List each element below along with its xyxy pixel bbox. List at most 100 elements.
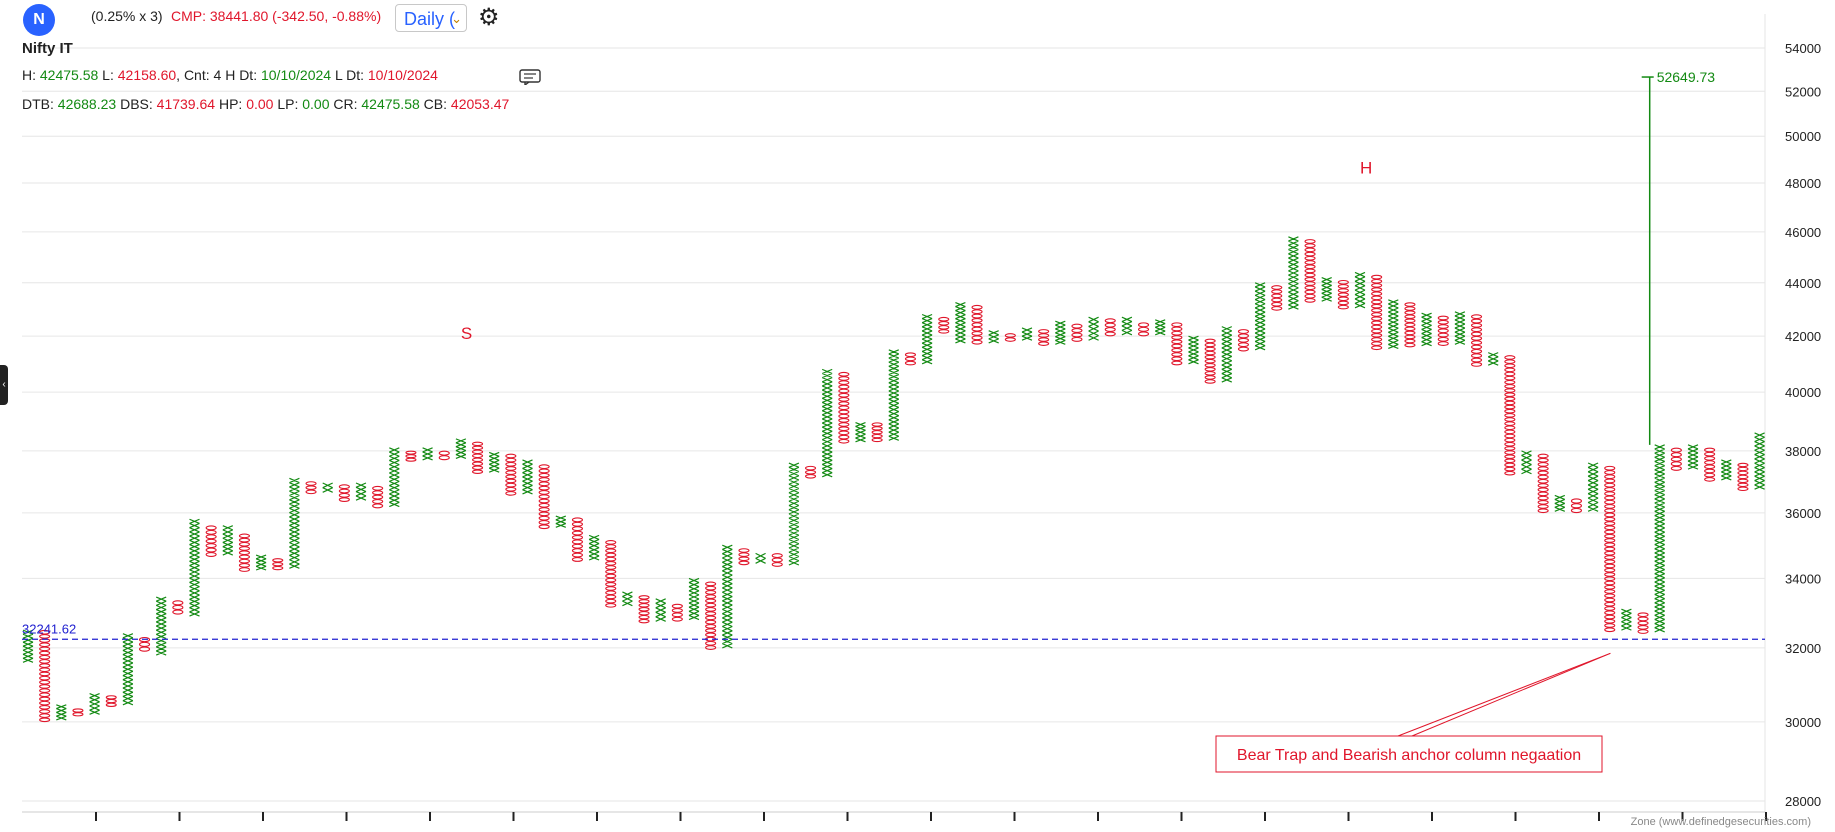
y-tick-label: 38000: [1785, 444, 1821, 459]
x-column: [555, 515, 567, 528]
x-column: [389, 447, 400, 508]
o-column: [904, 352, 917, 366]
x-column: [1288, 236, 1299, 310]
x-column: [788, 462, 800, 566]
x-column: [1687, 444, 1699, 470]
x-column: [1454, 311, 1466, 345]
o-column: [438, 450, 450, 461]
x-column: [222, 525, 234, 556]
o-column: [1038, 329, 1050, 346]
o-column: [1737, 462, 1749, 492]
x-column: [921, 313, 933, 365]
timeframe-value: Daily (: [404, 9, 456, 29]
x-column: [189, 518, 200, 617]
o-column: [338, 484, 350, 502]
o-column: [1404, 302, 1416, 348]
stat-segment: 42158.60: [117, 67, 177, 83]
x-column: [155, 596, 167, 656]
x-column: [488, 451, 500, 473]
gear-icon[interactable]: ⚙: [478, 4, 500, 31]
x-column: [855, 422, 866, 443]
y-tick-label: 42000: [1785, 329, 1821, 344]
o-column: [1138, 322, 1150, 337]
x-column: [1621, 608, 1632, 631]
y-tick-label: 46000: [1785, 225, 1821, 240]
y-tick-label: 40000: [1785, 385, 1821, 400]
x-column: [1654, 444, 1665, 633]
chevron-down-icon: ⌄: [451, 11, 462, 26]
annotation-pointer: [1397, 652, 1611, 737]
chevron-left-icon[interactable]: ‹: [0, 365, 8, 405]
stat-segment: , Cnt: 4 H Dt:: [176, 67, 261, 83]
stat-segment: LP:: [273, 96, 303, 112]
x-column: [289, 477, 300, 569]
x-column: [1554, 494, 1566, 512]
timeframe-select[interactable]: Daily (⌄: [395, 4, 467, 32]
o-column: [738, 548, 750, 566]
x-column: [622, 591, 633, 607]
x-column: [588, 534, 600, 561]
o-column: [472, 441, 484, 474]
o-column: [39, 629, 51, 723]
x-column: [688, 577, 700, 621]
stat-segment: 10/10/2024: [260, 67, 332, 83]
o-column: [105, 695, 117, 707]
stat-segment: DBS:: [116, 96, 157, 112]
x-column: [1521, 450, 1532, 475]
stat-segment: L Dt:: [331, 67, 368, 83]
x-column: [522, 459, 533, 495]
y-tick-label: 54000: [1785, 41, 1821, 56]
x-column: [56, 704, 67, 721]
o-column: [805, 465, 817, 479]
x-column: [655, 598, 666, 622]
annotation-box: [1215, 735, 1603, 773]
y-tick-label: 32000: [1785, 641, 1821, 656]
o-column: [1337, 279, 1349, 310]
x-column: [1721, 459, 1732, 481]
target-label: 52649.73: [1657, 69, 1716, 85]
y-tick-label: 52000: [1785, 84, 1821, 99]
x-column: [455, 438, 467, 460]
x-column: [1188, 335, 1199, 365]
stats-line-2: DTB: 42688.23 DBS: 41739.64 HP: 0.00 LP:…: [22, 96, 509, 112]
stat-segment: CR:: [329, 96, 362, 112]
y-tick-label: 36000: [1785, 506, 1821, 521]
x-column: [1587, 462, 1599, 512]
o-column: [505, 453, 517, 496]
o-column: [172, 600, 184, 615]
o-column: [238, 533, 251, 572]
x-column: [122, 633, 134, 706]
x-column: [888, 349, 900, 441]
stat-segment: H:: [22, 67, 40, 83]
o-column: [1637, 612, 1649, 634]
o-column: [605, 540, 617, 608]
x-column: [1088, 316, 1099, 341]
o-column: [1204, 338, 1216, 384]
logo-letter: N: [33, 11, 45, 28]
o-column: [771, 553, 783, 567]
o-column: [1437, 315, 1449, 346]
x-column: [722, 544, 733, 649]
o-column: [938, 316, 950, 334]
symbol-logo[interactable]: N: [23, 4, 55, 36]
stat-segment: DTB:: [22, 96, 58, 112]
x-column: [755, 552, 766, 564]
o-column: [1704, 447, 1716, 482]
x-column: [1021, 327, 1033, 341]
o-column: [405, 450, 417, 462]
o-column: [1104, 318, 1116, 337]
o-column: [1570, 498, 1583, 514]
x-column: [322, 482, 333, 493]
comment-icon[interactable]: [519, 69, 541, 85]
o-column: [305, 481, 317, 495]
x-column: [89, 693, 100, 715]
o-column: [1537, 453, 1549, 514]
stat-segment: HP:: [215, 96, 247, 112]
stat-segment: 42475.58: [361, 96, 420, 112]
o-column: [538, 464, 550, 530]
stats-line-1: H: 42475.58 L: 42158.60, Cnt: 4 H Dt: 10…: [22, 67, 438, 83]
o-column: [1171, 322, 1183, 366]
o-column: [1304, 239, 1316, 303]
o-column: [1670, 447, 1682, 471]
